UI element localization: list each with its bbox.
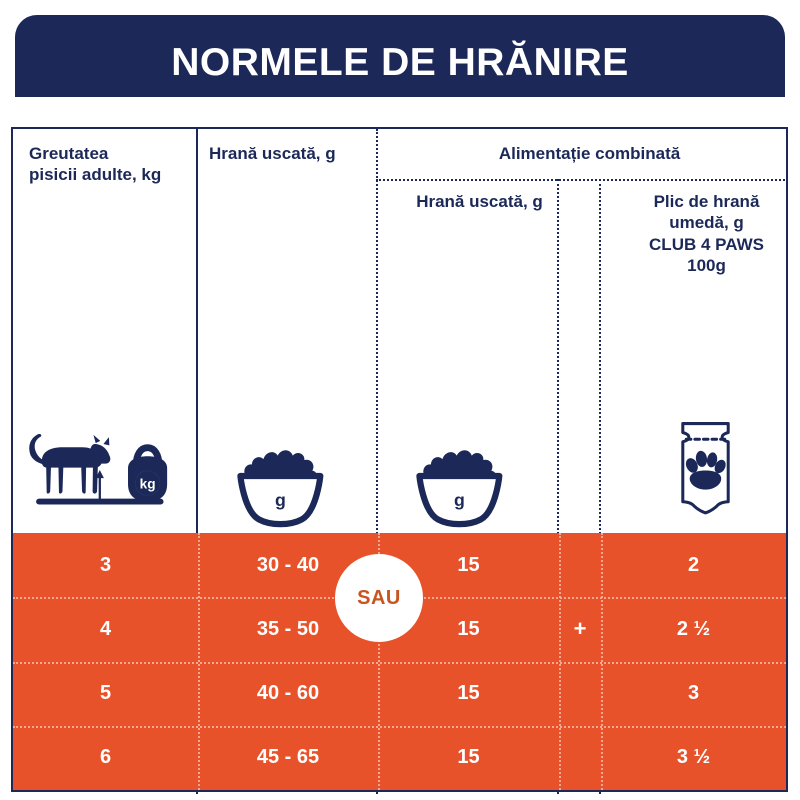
svg-text:g: g (454, 490, 465, 510)
svg-text:kg: kg (140, 477, 156, 492)
svg-text:g: g (275, 490, 286, 510)
